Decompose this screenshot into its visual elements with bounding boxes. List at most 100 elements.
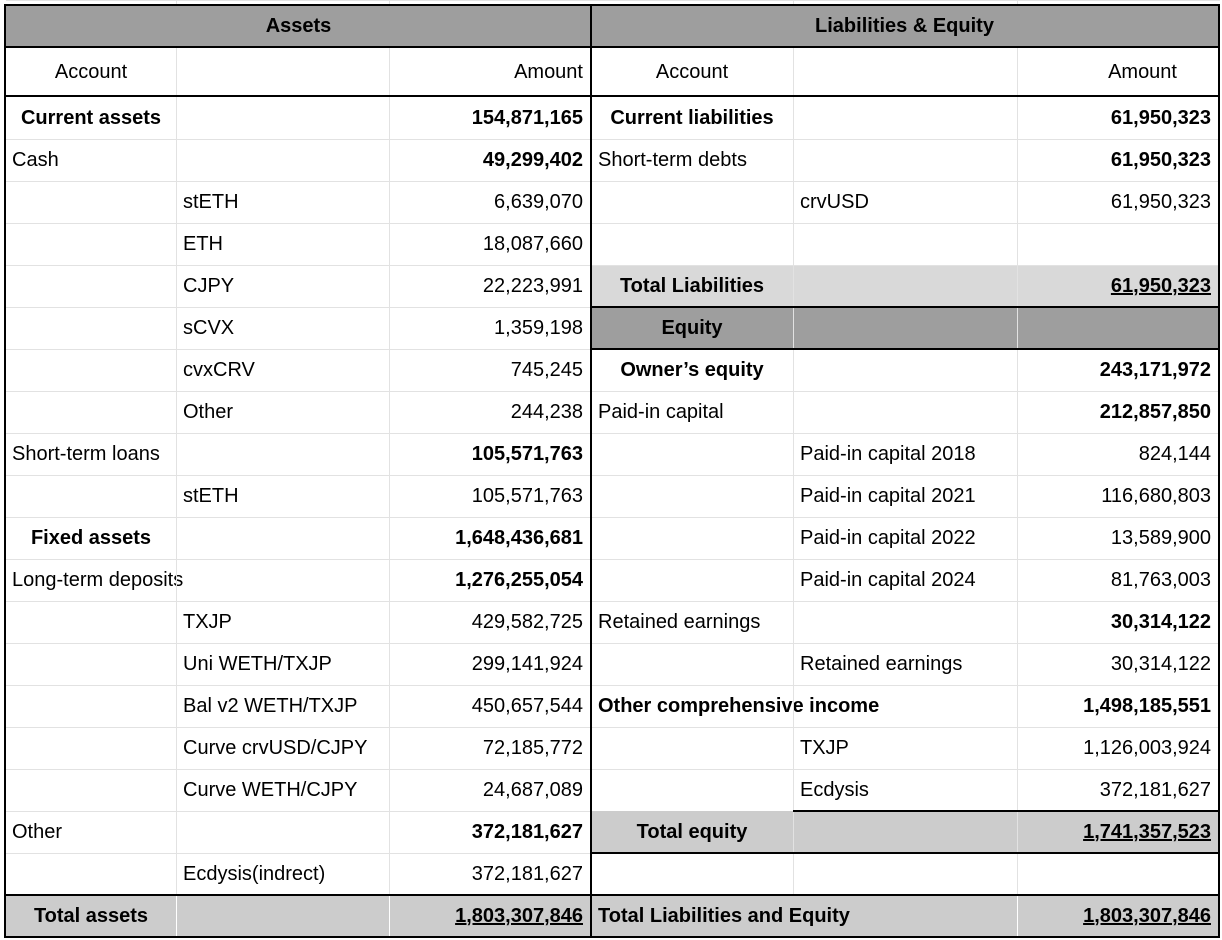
liab-row-account: Retained earnings — [598, 610, 761, 633]
grid-line — [176, 48, 177, 895]
assets-row-amount: 299,141,924 — [471, 652, 583, 675]
grid-line — [6, 601, 1218, 602]
grid-line — [176, 895, 177, 937]
liab-row-sub: Paid-in capital 2021 — [800, 484, 976, 507]
grid-line — [389, 0, 390, 6]
grid-line — [1017, 48, 1018, 895]
total-liabilities-equity-amount: 1,803,307,846 — [1083, 904, 1211, 927]
assets-row-amount: 1,276,255,054 — [455, 568, 583, 591]
liab-row-amount: 61,950,323 — [1110, 106, 1211, 129]
liab-row-amount: 61,950,323 — [1110, 148, 1211, 171]
assets-row-sub: ETH — [183, 232, 223, 255]
assets-row-sub: TXJP — [183, 610, 232, 633]
total-liabilities-equity-bg — [592, 895, 1218, 936]
liab-row-amount: 1,498,185,551 — [1083, 694, 1211, 717]
equity-header-bg — [592, 307, 1218, 349]
total-liabilities-amount: 61,950,323 — [1110, 274, 1211, 297]
grid-line — [6, 475, 1218, 476]
liab-row-sub: Paid-in capital 2024 — [800, 568, 976, 591]
liab-row-sub: Ecdysis — [800, 778, 869, 801]
assets-row-amount: 6,639,070 — [494, 190, 583, 213]
border-line — [4, 95, 1220, 97]
total-equity-bg — [592, 811, 1218, 853]
grid-line — [6, 307, 591, 308]
grid-line — [6, 727, 1218, 728]
assets-row-amount: 154,871,165 — [471, 106, 583, 129]
total-liabilities-label: Total Liabilities — [619, 274, 765, 297]
grid-line — [6, 433, 1218, 434]
border-line — [4, 4, 1220, 6]
grid-line — [6, 811, 591, 812]
liab-row-account: Short-term debts — [598, 148, 747, 171]
assets-row-amount: 105,571,763 — [471, 484, 583, 507]
liab-row-amount: 243,171,972 — [1099, 358, 1211, 381]
assets-col-amount: Amount — [514, 60, 583, 83]
grid-line — [176, 0, 177, 6]
assets-row-sub: Ecdysis(indrect) — [183, 862, 326, 885]
liab-col-amount: Amount — [1108, 60, 1177, 83]
grid-line — [1017, 895, 1018, 937]
liab-row-amount: 372,181,627 — [1099, 778, 1211, 801]
grid-line — [389, 48, 390, 895]
assets-row-account: Short-term loans — [12, 442, 160, 465]
border-line — [591, 306, 1220, 308]
liab-row-account: Other comprehensive income — [598, 694, 880, 717]
liab-row-sub: Paid-in capital 2018 — [800, 442, 976, 465]
assets-row-amount: 429,582,725 — [471, 610, 583, 633]
assets-row-account: Other — [12, 820, 63, 843]
border-line — [793, 810, 1220, 812]
total-equity-label: Total equity — [636, 820, 748, 843]
assets-row-sub: Other — [183, 400, 234, 423]
liab-row-account: Paid-in capital — [598, 400, 724, 423]
assets-row-amount: 372,181,627 — [471, 820, 583, 843]
grid-line — [6, 139, 1218, 140]
grid-line — [6, 769, 1218, 770]
total-liabilities-bg — [592, 265, 1218, 307]
border-line — [591, 348, 1220, 350]
assets-header: Assets — [6, 6, 591, 47]
liab-row-account: Current liabilities — [610, 106, 774, 129]
assets-row-sub: sCVX — [183, 316, 235, 339]
grid-line — [6, 265, 1218, 266]
grid-line — [6, 349, 591, 350]
assets-row-amount: 372,181,627 — [471, 862, 583, 885]
total-liabilities-equity-label: Total Liabilities and Equity — [598, 904, 850, 927]
assets-row-amount: 49,299,402 — [482, 148, 583, 171]
grid-line — [6, 559, 1218, 560]
assets-row-amount: 24,687,089 — [482, 778, 583, 801]
grid-line — [6, 181, 1218, 182]
liabilities-equity-header: Liabilities & Equity — [591, 6, 1218, 47]
liab-row-sub: Retained earnings — [800, 652, 963, 675]
grid-line — [6, 0, 1220, 1]
liab-row-sub: crvUSD — [800, 190, 869, 213]
border-line — [4, 46, 1220, 48]
grid-line — [6, 517, 1218, 518]
grid-line — [6, 685, 1218, 686]
assets-col-account: Account — [54, 60, 128, 83]
assets-row-amount: 22,223,991 — [482, 274, 583, 297]
assets-row-sub: Curve WETH/CJPY — [183, 778, 358, 801]
assets-row-amount: 244,238 — [510, 400, 583, 423]
assets-row-account: Cash — [12, 148, 59, 171]
assets-row-amount: 18,087,660 — [482, 232, 583, 255]
grid-line — [6, 223, 1218, 224]
liab-row-sub: TXJP — [800, 736, 849, 759]
assets-row-account: Long-term deposits — [12, 568, 184, 591]
liab-row-amount: 116,680,803 — [1101, 484, 1211, 507]
assets-row-amount: 72,185,772 — [482, 736, 583, 759]
total-assets-bg — [6, 895, 591, 936]
assets-row-amount: 745,245 — [510, 358, 583, 381]
assets-row-amount: 1,648,436,681 — [455, 526, 583, 549]
liab-row-amount: 30,314,122 — [1110, 610, 1211, 633]
total-equity-amount: 1,741,357,523 — [1083, 820, 1211, 843]
assets-row-sub: stETH — [183, 484, 239, 507]
assets-row-sub: cvxCRV — [183, 358, 255, 381]
assets-row-sub: CJPY — [183, 274, 235, 297]
equity-header: Equity — [661, 316, 723, 339]
grid-line — [793, 48, 794, 895]
liab-row-amount: 13,589,900 — [1110, 526, 1211, 549]
assets-row-sub: Bal v2 WETH/TXJP — [183, 694, 358, 717]
liab-row-amount: 61,950,323 — [1110, 190, 1211, 213]
grid-line — [389, 895, 390, 937]
